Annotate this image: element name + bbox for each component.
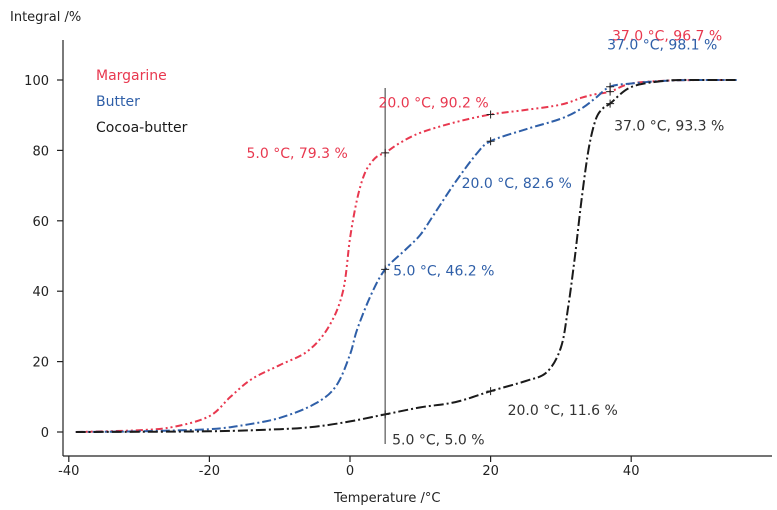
legend-item-butter: Butter [96,94,140,110]
y-tick-label: 80 [32,144,49,159]
x-tick-label: -40 [58,464,79,479]
x-axis-label: Temperature /°C [333,491,440,506]
series-line-cocoa-butter [75,78,737,433]
data-label: 5.0 °C, 79.3 % [246,146,347,162]
annotations-group: 5.0 °C, 79.3 % 20.0 °C, 90.2 % 37.0 °C, 96… [246,29,724,449]
data-label: 5.0 °C, 5.0 % [392,432,484,448]
data-label: 37.0 °C, 93.3 % [614,119,724,135]
point-marker [486,110,495,119]
x-tick-label: 40 [623,464,640,479]
data-label: 20.0 °C, 82.6 % [462,176,572,192]
y-tick-label: 0 [41,426,49,441]
point-marker [606,82,615,91]
data-label: 20.0 °C, 90.2 % [378,95,488,111]
point-marker [486,137,495,146]
data-label: 37.0 °C, 96.7 % [612,29,722,45]
series-line-butter [75,78,737,433]
y-axis-label: Integral /% [10,10,81,25]
data-label: 20.0 °C, 11.6 % [508,403,618,419]
ticks-group: -40 -20 0 20 40 0 20 40 60 80 100 [24,74,639,479]
point-marker [486,387,495,396]
point-marker [606,99,615,108]
legend-item-margarine: Margarine [96,68,167,84]
markers-group [381,82,615,419]
point-marker [381,148,390,157]
y-tick-label: 20 [32,356,49,371]
y-tick-label: 100 [24,74,49,89]
y-tick-label: 40 [32,285,49,300]
y-tick-label: 60 [32,215,49,230]
legend-item-cocoa-butter: Cocoa-butter [96,120,188,136]
point-marker [381,410,390,419]
x-tick-label: -20 [199,464,220,479]
data-label: 5.0 °C, 46.2 % [393,263,494,279]
legend: Margarine Butter Cocoa-butter [96,68,188,136]
series-group [75,78,737,433]
x-tick-label: 20 [482,464,499,479]
x-tick-label: 0 [346,464,354,479]
data-label: 37.0 °C, 98.1 % [607,38,717,54]
point-marker [381,265,390,274]
